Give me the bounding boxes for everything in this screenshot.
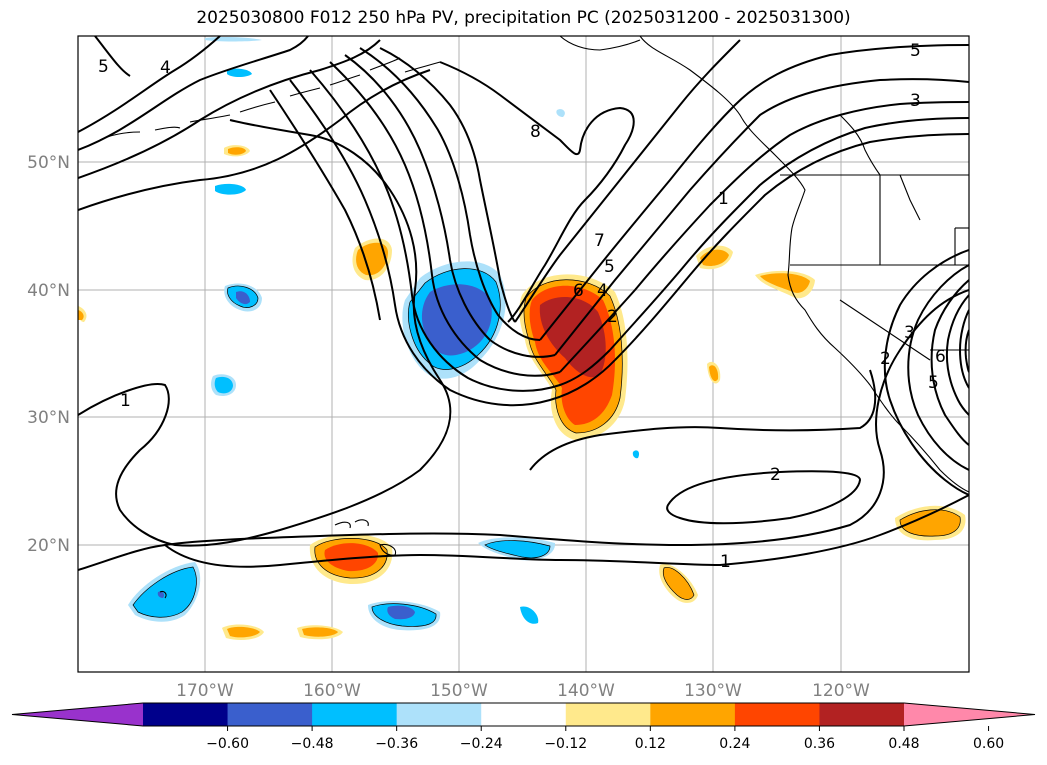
pv-label: 5 <box>604 257 615 277</box>
lat-label-40n: 40°N <box>27 281 70 301</box>
pv-label: 4 <box>597 281 608 301</box>
precip-outlines <box>132 268 961 627</box>
pv-label: 1 <box>718 189 729 209</box>
colorbar-tick-label: −0.60 <box>206 736 249 752</box>
colorbar-segment <box>734 703 820 726</box>
colorbar-tick-label: −0.24 <box>460 736 503 752</box>
pv-label: 6 <box>935 347 946 367</box>
lon-label-150w: 150°W <box>430 681 488 701</box>
colorbar-extend-high <box>904 703 1035 726</box>
pv-label: 2 <box>607 307 618 327</box>
lon-label-140w: 140°W <box>557 681 615 701</box>
colorbar-tick-label: −0.48 <box>291 736 334 752</box>
lon-label-170w: 170°W <box>176 681 234 701</box>
pv-label: 7 <box>594 231 605 251</box>
lat-label-50n: 50°N <box>27 153 70 173</box>
pv-label: 1 <box>720 552 731 572</box>
pv-label: 3 <box>910 91 921 111</box>
pv-label: 5 <box>910 41 921 61</box>
pv-label: 4 <box>160 58 171 78</box>
colorbar-tick-label: 0.24 <box>719 736 750 752</box>
pv-label: 2 <box>770 465 781 485</box>
colorbar-segment <box>819 703 905 726</box>
colorbar-outline <box>11 702 1036 727</box>
colorbar-tick-label: 0.36 <box>804 736 835 752</box>
map-title: 2025030800 F012 250 hPa PV, precipitatio… <box>196 8 851 28</box>
longitude-labels: 170°W 160°W 150°W 140°W 130°W 120°W <box>176 681 870 701</box>
colorbar-extend-low <box>12 703 143 726</box>
map-background <box>78 36 969 672</box>
map-frame <box>77 35 970 673</box>
latitude-labels: 50°N 40°N 30°N 20°N <box>27 153 70 556</box>
lon-label-120w: 120°W <box>812 681 870 701</box>
colorbar-tick-label: 0.12 <box>635 736 666 752</box>
colorbar-segment <box>227 703 313 726</box>
colorbar-tick-label: 0.48 <box>888 736 919 752</box>
lat-label-20n: 20°N <box>27 536 70 556</box>
colorbar-tick-label: −0.12 <box>544 736 587 752</box>
colorbar-segment <box>481 703 567 726</box>
lon-label-160w: 160°W <box>303 681 361 701</box>
pv-contour-labels: 5 4 8 7 6 5 4 2 1 1 2 1 5 3 2 3 6 5 <box>98 41 946 572</box>
colorbar-segment <box>312 703 398 726</box>
colorbar: −0.60 −0.48 −0.36 −0.24 −0.12 0.12 0.24 0.36 0.4… <box>11 702 1036 752</box>
lat-label-30n: 30°N <box>27 408 70 428</box>
colorbar-segment <box>565 703 651 726</box>
pv-label: 3 <box>904 323 915 343</box>
pv-label: 6 <box>573 281 584 301</box>
pv-contours <box>78 36 969 571</box>
precip-positive-small <box>78 145 966 640</box>
pv-label: 2 <box>880 349 891 369</box>
pv-label: 5 <box>98 57 109 77</box>
lon-label-130w: 130°W <box>684 681 742 701</box>
colorbar-tick-label: −0.36 <box>375 736 418 752</box>
colorbar-segment <box>143 703 229 726</box>
colorbar-segment <box>396 703 482 726</box>
precip-negative-blob-main <box>402 261 506 379</box>
coastline <box>99 36 969 599</box>
pv-label: 5 <box>928 373 939 393</box>
pv-label: 1 <box>120 391 131 411</box>
pv-label: 8 <box>530 122 541 142</box>
colorbar-segment <box>650 703 736 726</box>
colorbar-tick-label: 0.60 <box>973 736 1004 752</box>
